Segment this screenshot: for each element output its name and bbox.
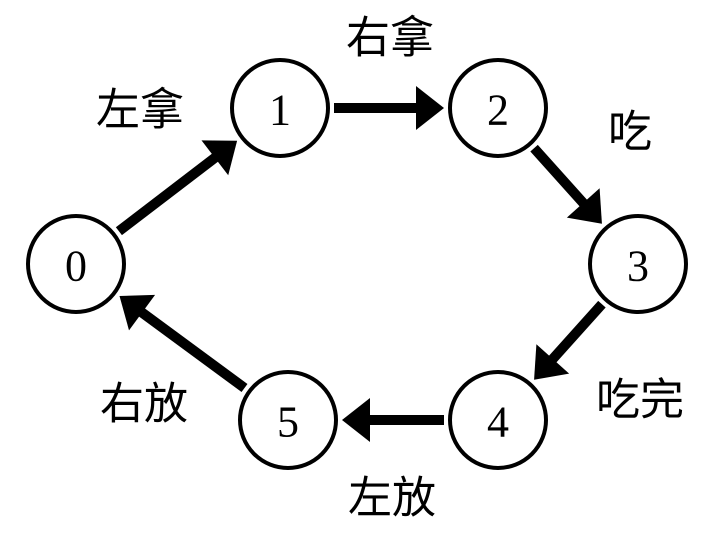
edge-n5-n0: 右放 xyxy=(100,295,245,429)
node-label: 3 xyxy=(627,242,649,291)
arrow-head-icon xyxy=(416,86,444,130)
node-label: 0 xyxy=(65,242,87,291)
state-diagram: 左拿 右拿吃吃完左放 右放 0 1 2 3 4 5 xyxy=(0,0,727,534)
edge-label: 吃 xyxy=(608,108,652,157)
edge-n0-n1: 左拿 xyxy=(96,86,237,232)
edge-line xyxy=(119,151,224,231)
state-node-4: 4 xyxy=(450,372,546,468)
state-node-5: 5 xyxy=(240,372,336,468)
node-label: 1 xyxy=(269,86,291,135)
edge-label: 右放 xyxy=(100,380,188,429)
edge-label: 吃完 xyxy=(596,376,684,425)
edge-label: 右拿 xyxy=(346,14,434,63)
arrow-head-icon xyxy=(342,398,370,442)
node-label: 2 xyxy=(487,86,509,135)
edge-n2-n3: 吃 xyxy=(534,108,652,224)
edge-line xyxy=(133,306,244,388)
edge-n3-n4: 吃完 xyxy=(534,304,684,424)
state-node-2: 2 xyxy=(450,60,546,156)
node-label: 4 xyxy=(487,398,509,447)
state-node-0: 0 xyxy=(28,216,124,312)
edge-label: 左放 xyxy=(348,474,436,523)
state-node-1: 1 xyxy=(232,60,328,156)
node-label: 5 xyxy=(277,398,299,447)
edge-line xyxy=(545,304,602,367)
edge-n1-n2: 右拿 xyxy=(334,14,444,131)
state-node-3: 3 xyxy=(590,216,686,312)
edge-line xyxy=(534,148,591,211)
edge-label: 左拿 xyxy=(96,86,184,135)
edge-n4-n5: 左放 xyxy=(342,398,444,523)
